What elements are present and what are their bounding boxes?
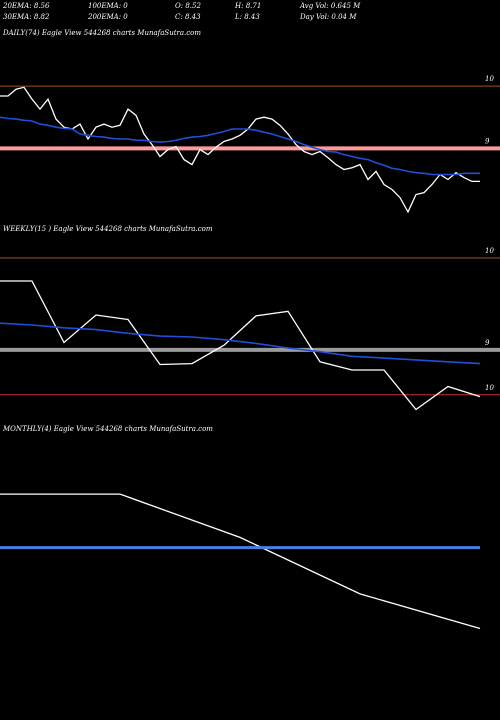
header-stat: L: 8.43 bbox=[234, 13, 260, 21]
y-tick-label: 10 bbox=[485, 75, 494, 83]
y-tick-label: 10 bbox=[485, 384, 494, 392]
price-line bbox=[0, 493, 481, 630]
price-line bbox=[0, 322, 481, 365]
panel-title: MONTHLY(4) Eagle View 544268 charts Muna… bbox=[2, 425, 213, 433]
header-stat: Avg Vol: 0.645 M bbox=[299, 2, 361, 10]
header-stat: 200EMA: 0 bbox=[87, 13, 128, 21]
header-stat: 100EMA: 0 bbox=[88, 2, 128, 10]
y-tick-label: 9 bbox=[485, 339, 490, 347]
header-stat: O: 8.52 bbox=[175, 2, 201, 10]
header-stat: Day Vol: 0.04 M bbox=[299, 13, 357, 21]
panel-title: DAILY(74) Eagle View 544268 charts Munaf… bbox=[2, 29, 201, 37]
y-tick-label: 9 bbox=[485, 137, 490, 145]
header-stat: C: 8.43 bbox=[175, 13, 201, 21]
header-stat: 20EMA: 8.56 bbox=[2, 2, 50, 10]
y-tick-label: 10 bbox=[485, 247, 494, 255]
header-stat: 30EMA: 8.82 bbox=[3, 13, 50, 21]
price-line bbox=[0, 86, 480, 214]
price-line bbox=[0, 116, 480, 176]
panel-title: WEEKLY(15 ) Eagle View 544268 charts Mun… bbox=[3, 225, 213, 233]
price-line bbox=[0, 280, 481, 411]
header-stat: H: 8.71 bbox=[234, 2, 261, 10]
